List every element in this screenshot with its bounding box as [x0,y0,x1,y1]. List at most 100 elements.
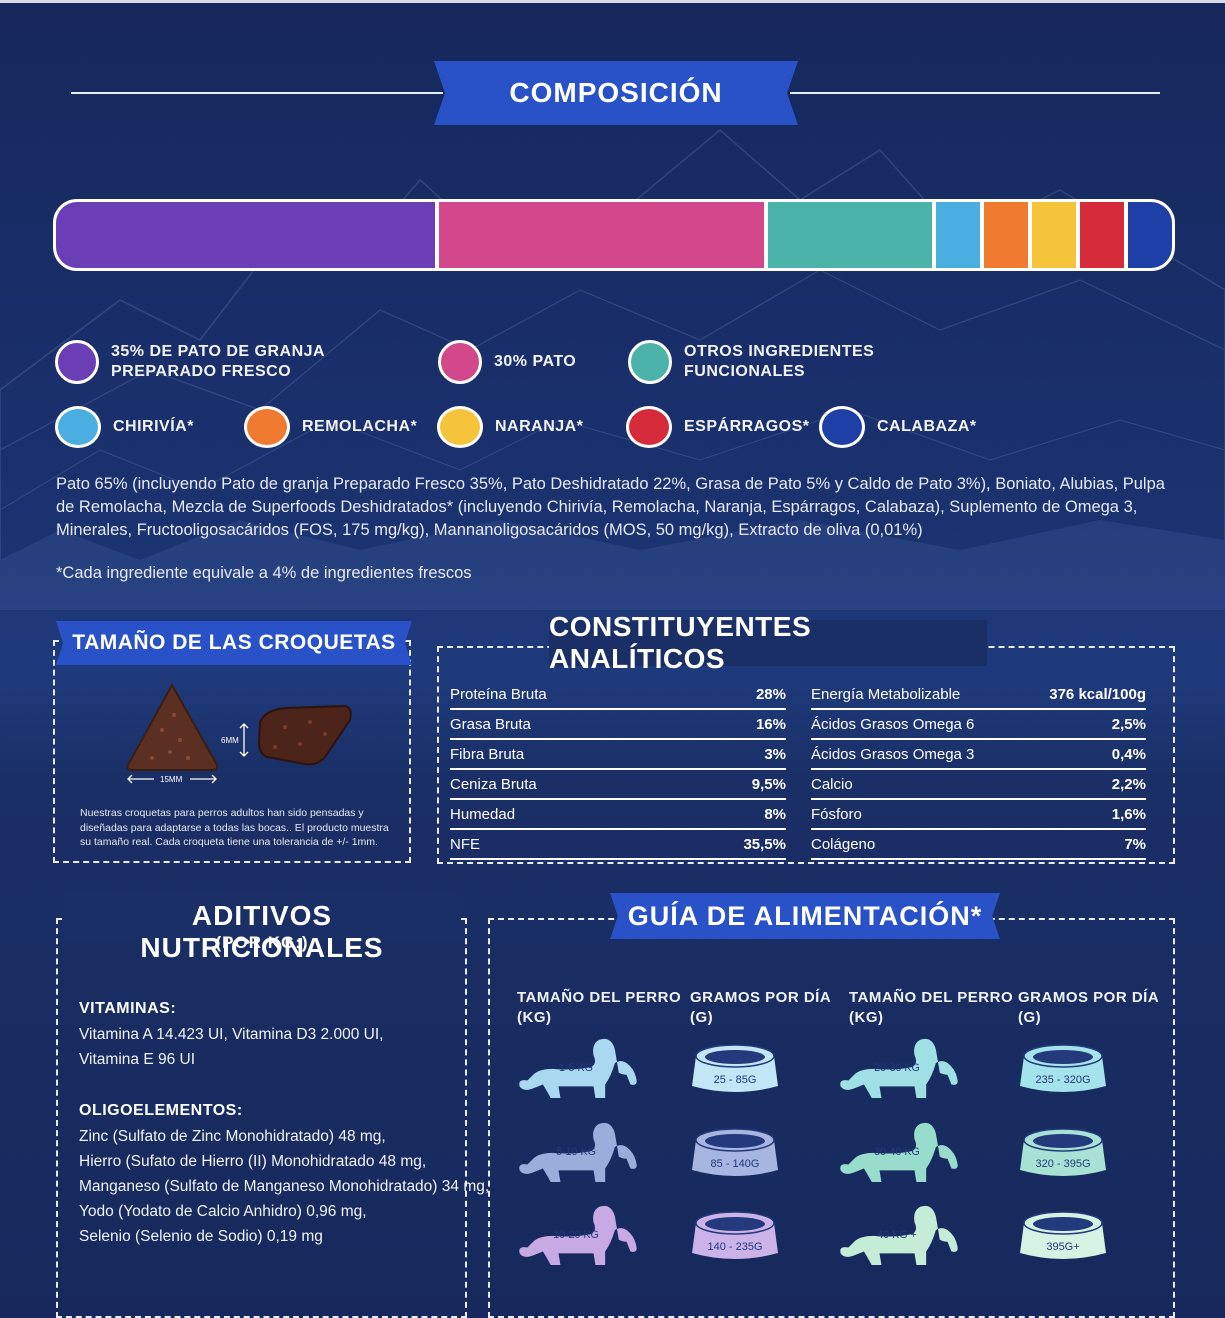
composition-segment [56,202,440,268]
legend-label: CALABAZA* [877,418,977,435]
additive-line: Zinc (Sulfato de Zinc Monohidratado) 48 … [79,1128,386,1145]
feeding-guide-title: GUÍA DE ALIMENTACIÓN* [610,893,1000,939]
dog-icon: 10-20 KG [519,1205,637,1266]
additive-line: Selenio (Selenio de Sodio) 0,19 mg [79,1228,323,1245]
analytics-name: Ácidos Grasos Omega 3 [811,739,1022,770]
additive-line: Yodo (Yodato de Calcio Anhidro) 0,96 mg, [79,1203,367,1220]
bowl-icon: 140 - 235G [692,1211,778,1259]
analytics-value: 35,5% [683,829,786,860]
bowl-grams-label: 25 - 85G [714,1074,757,1086]
top-border [0,0,1225,3]
trace-elements-heading: OLIGOELEMENTOS: [79,1102,243,1119]
bowl-grams-label: 395G+ [1046,1241,1079,1253]
composition-segment [1128,202,1172,268]
kibble-caption: Nuestras croquetas para perros adultos h… [80,807,389,848]
analytics-name: Proteína Bruta [450,680,684,710]
col-head-size-1: TAMAÑO DEL PERRO (KG) [517,989,682,1026]
width-arrow-icon [127,774,217,784]
composition-segment [984,202,1033,268]
dog-size-label: 40 KG + [877,1229,917,1241]
composition-segment [768,202,937,268]
analytics-name: Colágeno [811,829,1022,860]
additive-line: Hierro (Sufato de Hierro (II) Monohidrat… [79,1153,427,1170]
dog-icon: 1-5 KG [519,1038,637,1099]
legend-label: OTROS INGREDIENTES FUNCIONALES [684,343,875,380]
analytics-name: Energía Metabolizable [811,680,1022,710]
analytics-name: Fibra Bruta [450,739,684,770]
legend-swatch [55,406,101,448]
analytics-row: Fósforo 1,6% [811,799,1146,830]
legend-item: 30% PATO [438,340,576,384]
additive-line: Vitamina A 14.423 UI, Vitamina D3 2.000 … [79,1026,384,1043]
kibble-side-image [257,704,352,766]
analytics-table-left: Proteína Bruta 28% Grasa Bruta 16% Fibra Bru… [450,680,786,860]
legend-label: 30% PATO [494,353,577,370]
analytics-value: 2,2% [1021,769,1146,800]
legend-swatch [628,340,672,384]
analytics-name: Calcio [811,769,1022,800]
additive-line: Manganeso (Sulfato de Manganeso Monohidr… [79,1178,490,1195]
dog-size-label: 1-5 KG [559,1062,593,1074]
analytics-name: Ceniza Bruta [450,769,684,800]
analytics-row: Proteína Bruta 28% [450,680,786,710]
bowl-grams-label: 320 - 395G [1035,1158,1090,1170]
legend-label: ESPÁRRAGOS* [684,418,810,435]
ingredients-footnote: *Cada ingrediente equivale a 4% de ingre… [56,564,472,582]
dog-size-label: 30-40 KG [874,1146,920,1158]
legend-label: 35% DE PATO DE GRANJA PREPARADO FRESCO [111,343,326,380]
analytics-table-right: Energía Metabolizable 376 kcal/100g Ácidos… [811,680,1146,860]
kibble-width-label: 15MM [160,775,183,784]
analytics-value: 0,4% [1021,739,1146,770]
composition-segment [1080,202,1129,268]
kibble-size-title: TAMAÑO DE LAS CROQUETAS [56,621,412,665]
vitamins-heading: VITAMINAS: [79,1000,177,1017]
bowl-icon: 320 - 395G [1020,1128,1106,1176]
analytics-row: Grasa Bruta 16% [450,709,786,740]
legend-swatch [819,406,865,448]
analytics-value: 9,5% [683,769,786,800]
analytics-value: 7% [1021,829,1146,860]
legend-item: ESPÁRRAGOS* [626,406,810,448]
legend-item: REMOLACHA* [244,406,417,448]
composition-segment [936,202,985,268]
header-rule-right [790,92,1160,94]
analytics-row: Ceniza Bruta 9,5% [450,769,786,800]
col-head-size-2: TAMAÑO DEL PERRO (KG) [849,989,1014,1026]
additives-subtitle: (POR KG:) [215,933,309,952]
analytics-name: Grasa Bruta [450,709,684,740]
analytics-row: Calcio 2,2% [811,769,1146,800]
legend-label: REMOLACHA* [302,418,418,435]
kibble-triangle-image [126,682,219,771]
dog-icon: 30-40 KG [840,1122,958,1183]
composition-segment [1032,202,1081,268]
legend-item: CHIRIVÍA* [55,406,194,448]
legend-swatch [55,340,99,384]
col-head-grams-2: GRAMOS POR DÍA (G) [1018,989,1160,1026]
bowl-icon: 25 - 85G [692,1044,778,1092]
analytics-value: 1,6% [1021,799,1146,830]
dog-size-label: 5-10 KG [556,1146,596,1158]
legend-label: CHIRIVÍA* [113,418,194,435]
analytics-row: Humedad 8% [450,799,786,830]
vitamins-list: Vitamina A 14.423 UI, Vitamina D3 2.000 … [79,1022,383,1072]
legend-swatch [244,406,290,448]
kibble-height-label: 6MM [221,736,239,745]
analytics-name: Humedad [450,799,684,830]
legend-swatch [626,406,672,448]
legend-item: 35% DE PATO DE GRANJA PREPARADO FRESCO [55,340,325,384]
dog-size-label: 20-30 KG [874,1062,920,1074]
bowl-icon: 85 - 140G [692,1128,778,1176]
dog-icon: 5-10 KG [519,1122,637,1183]
analytics-name: NFE [450,829,684,860]
composition-title: COMPOSICIÓN [434,61,798,125]
header-rule-left [71,92,443,94]
dog-icon: 40 KG + [840,1205,958,1266]
analytics-value: 3% [683,739,786,770]
legend-swatch [437,406,483,448]
analytics-row: Ácidos Grasos Omega 6 2,5% [811,709,1146,740]
analytics-row: Ácidos Grasos Omega 3 0,4% [811,739,1146,770]
additives-title-banner [64,893,460,939]
analytics-value: 28% [683,680,786,710]
trace-elements-list: Zinc (Sulfato de Zinc Monohidratado) 48 … [79,1124,489,1249]
dog-size-label: 10-20 KG [553,1229,599,1241]
